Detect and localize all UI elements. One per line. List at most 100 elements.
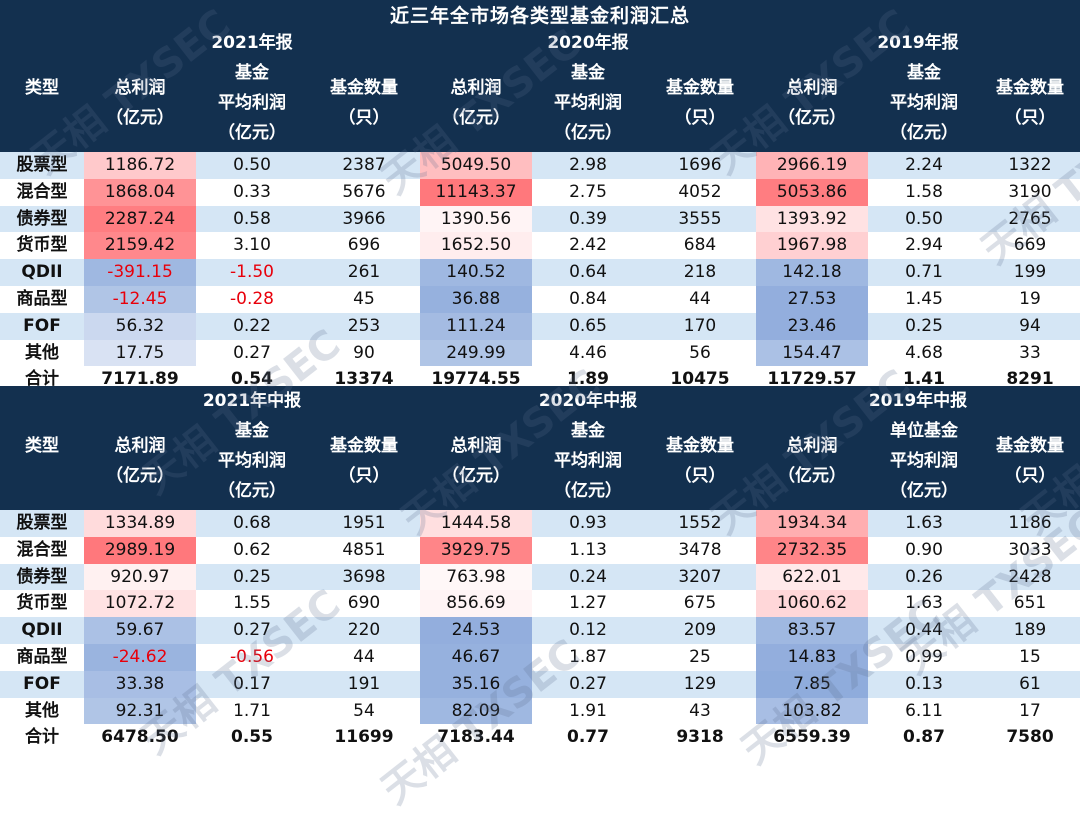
section-header: 2021年中报 2020年中报 2019年中报 类型 总利润 （亿元） 基金 平均利润 （亿元）… [0,386,1080,510]
avg-profit: 0.64 [569,262,607,283]
avg-profit: 0.22 [233,315,271,336]
table-row: 货币型 1072.72 1.55 690 856.69 1.27 675 1060.62 1.6… [0,590,1080,618]
col-header-total-profit: 总利润 [786,78,838,98]
total-profit: 83.57 [756,617,868,645]
col-header-avg-profit: （亿元） [554,481,622,501]
fund-type: 混合型 [16,181,68,202]
col-header-type: 类型 [25,78,59,98]
total-profit: 103.82 [756,697,868,725]
total-profit: 1934.34 [756,510,868,537]
col-header-avg-profit: 平均利润 [218,93,286,113]
avg-profit: 1.63 [905,513,943,533]
total-profit: 19774.55 [431,369,521,390]
total-profit: 622.01 [756,563,868,591]
fund-count: 3033 [1008,539,1052,560]
fund-count: 45 [353,289,375,309]
col-header-fund-count: （只） [338,108,390,128]
avg-profit: 3.10 [233,235,271,256]
table-row: 商品型 -12.45 -0.28 45 36.88 0.84 44 27.53 1.45 19 [0,286,1080,313]
total-profit: 24.53 [420,617,532,645]
avg-profit: 1.71 [233,700,271,721]
avg-profit: 0.62 [233,539,271,560]
col-header-fund-count: 基金数量 [996,436,1064,456]
avg-profit: 1.58 [905,181,943,202]
col-header-avg-profit: 基金 [907,63,941,83]
fund-type: 债券型 [16,208,68,229]
total-profit: 142.18 [756,259,868,287]
fund-count: 15 [1019,647,1041,667]
fund-count: 94 [1019,315,1041,336]
total-profit: 11143.37 [420,178,532,206]
fund-count: 4052 [678,181,722,202]
col-header-avg-profit: （亿元） [218,481,286,501]
avg-profit: 0.13 [905,673,943,694]
fund-count: 1186 [1008,513,1052,533]
avg-profit: -0.28 [230,289,274,309]
col-header-avg-profit: （亿元） [890,123,958,143]
fund-count: 2387 [342,155,386,175]
fund-count: 3478 [678,539,722,560]
fund-count: 3966 [342,208,386,229]
total-profit: 33.38 [84,670,196,698]
total-profit: 920.97 [84,563,196,591]
total-profit: 1060.62 [756,590,868,618]
fund-count: 189 [1013,620,1047,641]
avg-profit: 1.13 [569,539,607,560]
total-profit: 1868.04 [84,178,196,206]
total-profit: 11729.57 [767,369,857,390]
total-profit: 92.31 [84,697,196,725]
avg-profit: 2.98 [569,155,607,175]
fund-type: 合计 [25,369,59,390]
total-profit: 1652.50 [420,232,532,260]
avg-profit: 1.27 [569,593,607,614]
avg-profit: 2.94 [905,235,943,256]
col-header-fund-count: 基金数量 [330,78,398,98]
col-header-fund-count: 基金数量 [330,436,398,456]
avg-profit: 0.17 [233,673,271,694]
fund-count: 3207 [678,566,722,587]
fund-count: 1696 [678,155,722,175]
total-profit: 2287.24 [84,205,196,233]
period-label: 2019年中报 [868,391,968,411]
total-profit: 35.16 [420,670,532,698]
total-profit: 82.09 [420,697,532,725]
col-header-total-profit: （亿元） [106,466,174,486]
fund-count: 44 [353,647,375,667]
avg-profit: 0.44 [905,620,943,641]
fund-count: 696 [347,235,381,256]
avg-profit: 0.26 [905,566,943,587]
table-row: 股票型 1334.89 0.68 1951 1444.58 0.93 1552 1934.34… [0,510,1080,537]
col-header-total-profit: 总利润 [114,78,166,98]
fund-count: 10475 [670,369,730,390]
col-header-fund-count: （只） [1004,466,1056,486]
avg-profit: 0.99 [905,647,943,667]
table-row: FOF 33.38 0.17 191 35.16 0.27 129 7.85 0.13 61 [0,670,1080,698]
fund-count: 1322 [1008,155,1052,175]
fund-type: 混合型 [16,539,68,560]
avg-profit: 0.24 [569,566,607,587]
total-profit: 5049.50 [420,152,532,179]
fund-type: 商品型 [16,647,68,667]
avg-profit: 0.58 [233,208,271,229]
col-header-fund-count: （只） [338,466,390,486]
avg-profit: 0.33 [233,181,271,202]
avg-profit: 1.41 [903,369,945,390]
total-profit: -391.15 [84,259,196,287]
avg-profit: 4.68 [905,342,943,363]
period-label: 2020年报 [547,33,629,53]
avg-profit: 0.77 [567,727,609,748]
total-profit: -24.62 [84,644,196,671]
fund-type: 其他 [25,700,59,721]
table-row: 其他 17.75 0.27 90 249.99 4.46 56 154.47 4.68 33 [0,339,1080,367]
period-label: 2019年报 [877,33,959,53]
table-row: QDII 59.67 0.27 220 24.53 0.12 209 83.57 0.44 189 [0,617,1080,645]
fund-count: 44 [689,289,711,309]
fund-count: 19 [1019,289,1041,309]
total-profit: 1186.72 [84,152,196,179]
fund-count: 4851 [342,539,386,560]
col-header-fund-count: （只） [1004,108,1056,128]
total-profit: 856.69 [420,590,532,618]
col-header-total-profit: （亿元） [778,108,846,128]
total-profit: 6559.39 [773,727,851,748]
